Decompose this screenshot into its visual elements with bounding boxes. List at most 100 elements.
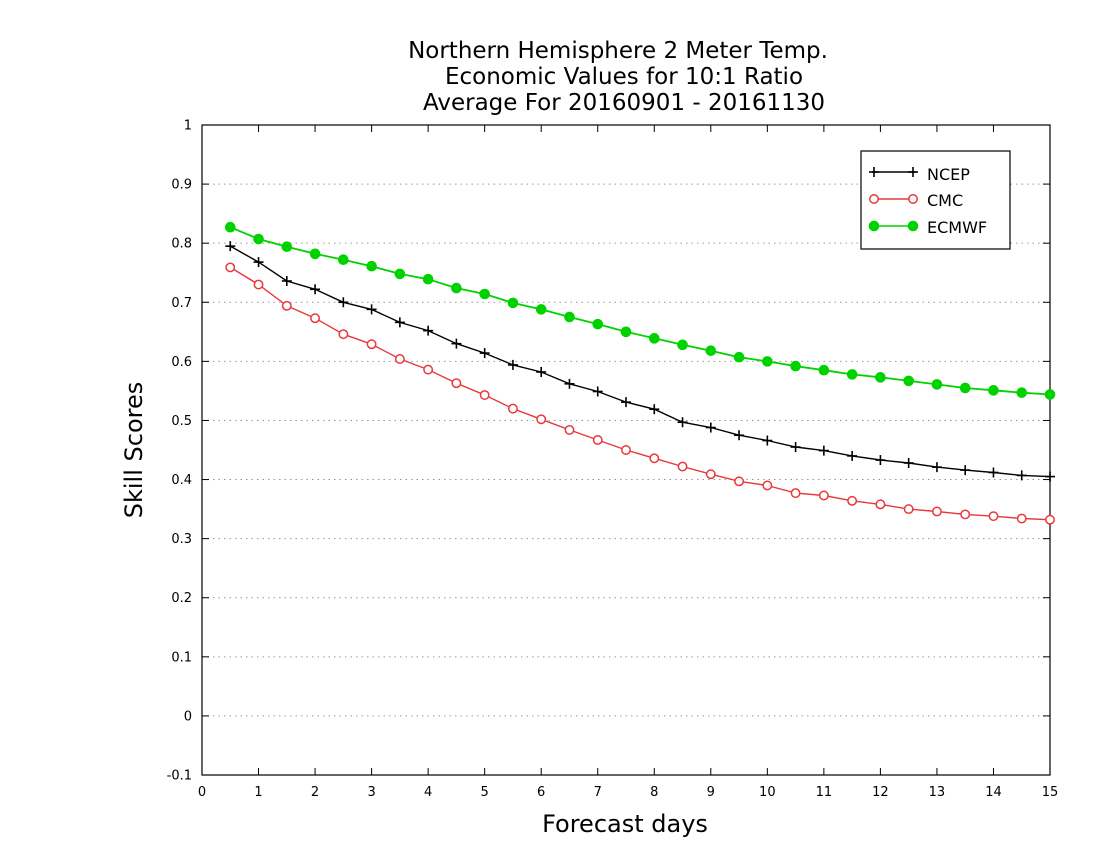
data-point-ncep: [592, 386, 603, 397]
data-point-ecmwf: [507, 297, 519, 309]
legend-marker-ncep: [908, 167, 918, 177]
x-tick-label: 3: [367, 785, 375, 800]
y-tick-label: 1: [184, 119, 192, 134]
data-point-ecmwf: [733, 351, 745, 363]
x-tick-label: 12: [872, 785, 889, 800]
data-point-ecmwf: [224, 221, 236, 233]
y-tick-label: 0.1: [171, 650, 192, 665]
y-tick-label: 0.7: [171, 296, 192, 311]
x-axis-title: Forecast days: [542, 810, 708, 838]
data-point-cmc: [960, 509, 971, 520]
series-line-ncep: [229, 245, 1051, 478]
x-tick-label: 11: [816, 785, 833, 800]
data-point-ecmwf: [846, 369, 858, 380]
y-tick-label: 0.8: [171, 237, 192, 252]
x-tick-label: 6: [537, 785, 545, 800]
data-point-ncep: [988, 467, 999, 478]
chart-title-line-3: Average For 20160901 - 20161130: [423, 90, 825, 116]
data-point-ncep: [677, 417, 688, 428]
legend-marker-cmc: [869, 194, 879, 204]
data-point-cmc: [366, 339, 377, 350]
data-point-cmc: [1045, 514, 1055, 525]
data-point-ecmwf: [564, 311, 575, 323]
data-point-ecmwf: [762, 356, 773, 367]
data-point-ecmwf: [479, 288, 490, 300]
x-tick-label: 4: [424, 785, 432, 800]
data-point-cmc: [536, 414, 547, 425]
data-point-ncep: [931, 462, 942, 473]
x-tick-label: 13: [929, 785, 946, 800]
data-point-cmc: [931, 506, 942, 517]
x-tick-label: 15: [1042, 785, 1059, 800]
legend-label-cmc: CMC: [927, 191, 963, 210]
data-point-cmc: [225, 262, 236, 273]
data-point-ecmwf: [366, 260, 377, 272]
data-point-ecmwf: [705, 345, 717, 357]
x-tick-label: 14: [985, 785, 1002, 800]
data-point-ecmwf: [394, 268, 406, 280]
data-point-cmc: [451, 378, 462, 389]
y-tick-label: 0.6: [171, 355, 192, 370]
data-point-cmc: [423, 364, 434, 375]
legend-marker-ncep: [869, 167, 879, 177]
data-point-ecmwf: [338, 254, 349, 266]
plot-frame: [201, 124, 1051, 776]
data-point-ncep: [875, 455, 886, 466]
grid-lines: [202, 183, 1050, 717]
chart-title-line-1: Northern Hemisphere 2 Meter Temp.: [408, 38, 828, 64]
data-point-cmc: [1016, 513, 1027, 524]
legend-marker-cmc: [908, 194, 918, 204]
data-point-ncep: [734, 430, 745, 441]
chart-title-line-2: Economic Values for 10:1 Ratio: [445, 64, 803, 90]
data-point-ecmwf: [818, 364, 830, 376]
x-tick-label: 0: [198, 785, 206, 800]
data-point-ecmwf: [988, 385, 999, 396]
y-tick-label: -0.1: [167, 769, 192, 784]
data-point-cmc: [310, 313, 321, 324]
data-point-ecmwf: [931, 379, 943, 390]
data-point-ncep: [225, 241, 236, 252]
data-point-ecmwf: [309, 248, 321, 260]
series-ecmwf: [224, 221, 1056, 400]
x-tick-label: 7: [594, 785, 602, 800]
data-point-ecmwf: [253, 233, 264, 245]
data-point-ncep: [903, 458, 914, 468]
y-tick-label: 0.9: [171, 178, 192, 193]
data-point-ncep: [338, 297, 349, 308]
data-point-ncep: [818, 445, 829, 456]
data-point-ncep: [790, 442, 801, 453]
data-point-ecmwf: [1044, 389, 1056, 400]
x-tick-label: 1: [254, 785, 262, 800]
data-point-ecmwf: [1016, 387, 1028, 398]
y-tick-label: 0.4: [171, 473, 192, 488]
data-point-ncep: [253, 257, 264, 268]
legend-marker-ecmwf: [868, 220, 880, 232]
x-tick-label: 2: [311, 785, 319, 800]
legend-label-ecmwf: ECMWF: [927, 218, 987, 237]
data-point-ecmwf: [422, 273, 434, 285]
data-point-ncep: [960, 465, 971, 476]
data-point-cmc: [875, 499, 886, 510]
data-point-ncep: [705, 422, 716, 433]
data-point-cmc: [649, 453, 660, 464]
legend-box: [860, 150, 1011, 250]
data-point-cmc: [762, 480, 773, 491]
data-point-ncep: [649, 404, 660, 415]
data-point-ncep: [536, 367, 547, 377]
data-point-cmc: [479, 390, 490, 400]
axis-ticks: -0.100.10.20.30.40.50.60.70.80.910 1 2 3 4 5 6…: [167, 119, 1059, 801]
data-point-ncep: [479, 348, 490, 359]
data-point-cmc: [621, 445, 631, 455]
data-point-cmc: [790, 488, 801, 499]
data-point-ncep: [507, 359, 518, 370]
data-point-cmc: [564, 424, 575, 435]
data-point-ecmwf: [677, 339, 688, 351]
y-tick-label: 0: [184, 709, 192, 724]
x-tick-label: 10: [759, 785, 776, 800]
data-point-ecmwf: [592, 318, 604, 330]
x-tick-label: 5: [481, 785, 489, 800]
data-point-ncep: [564, 378, 575, 389]
series-line-ecmwf: [229, 226, 1051, 396]
data-point-ncep: [1045, 471, 1055, 482]
